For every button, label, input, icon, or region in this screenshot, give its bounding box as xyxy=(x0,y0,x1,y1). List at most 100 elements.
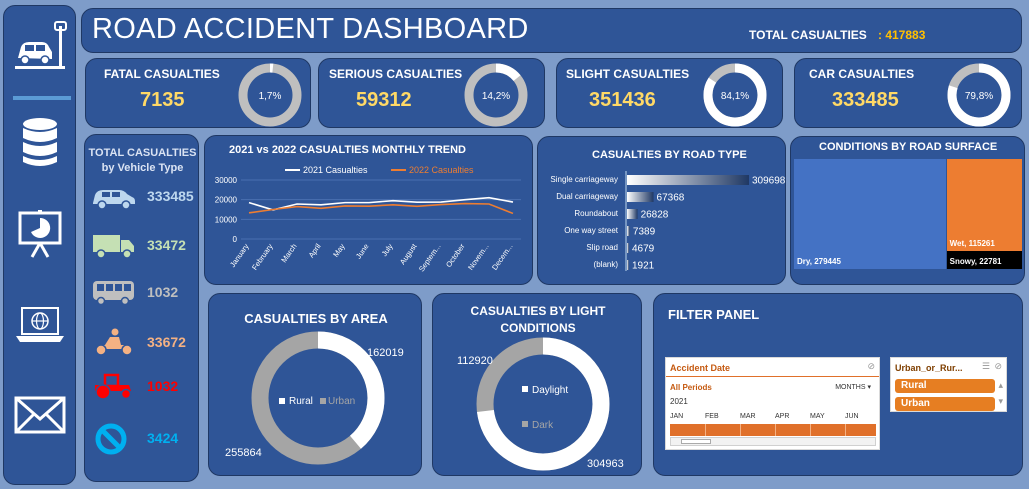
x-tick-label: May xyxy=(331,242,347,259)
y-tick-label: 10000 xyxy=(215,215,238,224)
month-label[interactable]: FEB xyxy=(705,413,719,420)
mail-icon[interactable] xyxy=(12,392,68,442)
timeline-scroll-thumb[interactable] xyxy=(681,439,711,444)
x-tick-label: July xyxy=(380,242,395,258)
bar-category-label: One way street xyxy=(564,226,619,235)
x-tick-label: February xyxy=(250,242,275,272)
kpi-value: 351436 xyxy=(589,89,656,111)
light-daylight-value: 304963 xyxy=(587,458,624,470)
light-donut: Daylight Dark 112920 304963 xyxy=(457,337,624,471)
road-surface-panel: CONDITIONS BY ROAD SURFACE Dry, 279445 W… xyxy=(790,136,1025,285)
vehicle-title-line1: TOTAL CASUALTIES xyxy=(88,147,197,159)
header: ROAD ACCIDENT DASHBOARD TOTAL CASUALTIES… xyxy=(81,8,1022,53)
bar xyxy=(627,226,630,236)
legend-rural: Rural xyxy=(289,396,313,407)
kpi-slight: SLIGHT CASUALTIES 351436 84,1% xyxy=(556,58,783,128)
chevron-up-icon[interactable]: ▴ xyxy=(998,380,1003,390)
bar xyxy=(627,175,749,185)
kpi-label: SERIOUS CASUALTIES xyxy=(329,67,463,81)
light-daylight-arc xyxy=(476,337,610,471)
legend-rural-swatch xyxy=(279,398,285,404)
bar xyxy=(627,260,629,270)
vehicle-title-line2: by Vehicle Type xyxy=(101,162,184,174)
kpi-donut: 14,2% xyxy=(464,63,528,127)
chevron-down-icon[interactable]: ▾ xyxy=(998,396,1003,406)
motorcycle-icon xyxy=(95,328,133,356)
vehicle-row-tractor: 1032 xyxy=(89,369,199,405)
bar-category-label: Single carriageway xyxy=(550,175,618,184)
kpi-label: SLIGHT CASUALTIES xyxy=(566,67,690,81)
vehicle-value: 1032 xyxy=(147,284,179,300)
trend-title: 2021 vs 2022 CASUALTIES MONTHLY TREND xyxy=(229,144,466,156)
slicer-option-rural[interactable]: Rural xyxy=(895,379,995,393)
legend-2022: 2022 Casualties xyxy=(409,165,474,175)
surface-tile-dry: Dry, 279445 xyxy=(794,159,946,269)
kpi-fatal: FATAL CASUALTIES 7135 1,7% xyxy=(85,58,311,128)
sidebar-active-indicator xyxy=(13,96,71,100)
kpi-pct: 14,2% xyxy=(482,91,510,102)
x-tick-label: October xyxy=(444,242,467,269)
month-label[interactable]: JUN xyxy=(845,413,859,420)
accident-date-slicer[interactable]: Accident Date ⊘ All Periods MONTHS ▾ 202… xyxy=(665,357,880,450)
slicer-option-urban[interactable]: Urban xyxy=(895,397,995,411)
month-label[interactable]: MAY xyxy=(810,413,825,420)
legend-daylight-swatch xyxy=(522,386,528,392)
legend-urban: Urban xyxy=(328,396,355,407)
timeline-range-bar[interactable] xyxy=(670,424,876,436)
light-title-line1: CASUALTIES BY LIGHT xyxy=(470,304,606,318)
kpi-label: CAR CASUALTIES xyxy=(809,67,915,81)
filter-panel: FILTER PANEL Accident Date ⊘ All Periods… xyxy=(653,293,1023,476)
road-type-chart: Single carriageway 309698 Dual carriageway… xyxy=(550,171,786,272)
month-label[interactable]: MAR xyxy=(740,413,756,420)
bus-icon xyxy=(93,281,134,306)
clear-filter-icon[interactable]: ⊘ xyxy=(867,361,875,371)
bar-value-label: 26828 xyxy=(641,210,669,221)
surface-label-snowy: Snowy, 22781 xyxy=(949,256,1002,266)
database-icon[interactable] xyxy=(12,116,68,166)
multi-select-icon[interactable]: ☰ xyxy=(981,361,990,371)
vehicle-value: 33672 xyxy=(147,334,186,350)
chevron-down-icon: ▾ xyxy=(867,384,871,391)
kpi-car: CAR CASUALTIES 333485 79,8% xyxy=(794,58,1022,128)
road-type-panel: CASUALTIES BY ROAD TYPE Single carriagew… xyxy=(537,136,786,285)
y-tick-label: 30000 xyxy=(215,176,238,185)
date-slicer-year: 2021 xyxy=(670,397,688,406)
urban-rural-slicer[interactable]: Urban_or_Rur... ☰ ⊘ Rural Urban ▴ ▾ xyxy=(890,357,1007,412)
date-slicer-mode[interactable]: MONTHS ▾ xyxy=(835,384,871,391)
prohibited-icon xyxy=(95,423,127,455)
legend-2021: 2021 Casualties xyxy=(303,165,368,175)
clear-filter-icon[interactable]: ⊘ xyxy=(994,361,1002,371)
vehicle-row-other: 3424 xyxy=(89,421,199,457)
light-title: CASUALTIES BY LIGHT CONDITIONS xyxy=(433,303,643,337)
bar xyxy=(627,243,629,253)
total-casualties-label: TOTAL CASUALTIES xyxy=(749,28,867,42)
timeline-scrollbar[interactable] xyxy=(670,437,876,446)
series-line-0 xyxy=(248,196,514,211)
area-donut: Rural Urban 162019 255864 xyxy=(225,331,404,465)
surface-title: CONDITIONS BY ROAD SURFACE xyxy=(819,141,998,153)
month-label[interactable]: APR xyxy=(775,413,790,420)
bar-value-label: 1921 xyxy=(632,261,655,272)
car-icon[interactable] xyxy=(12,20,68,70)
kpi-pct: 84,1% xyxy=(721,91,749,102)
kpi-donut-arc xyxy=(947,63,1011,127)
surface-tile-wet: Wet, 115261 xyxy=(946,159,1022,251)
x-tick-label: March xyxy=(279,242,298,264)
light-dark-value: 112920 xyxy=(457,355,493,367)
laptop-globe-icon[interactable] xyxy=(12,304,68,354)
kpi-donut-arc xyxy=(464,63,528,127)
presentation-icon[interactable] xyxy=(12,209,68,259)
kpi-pct: 79,8% xyxy=(965,91,993,102)
vehicle-row-car: 333485 xyxy=(89,179,199,215)
bar-value-label: 7389 xyxy=(633,227,656,238)
x-tick-label: January xyxy=(228,242,251,269)
kpi-donut: 1,7% xyxy=(238,63,302,127)
total-casualties-value: : 417883 xyxy=(878,28,926,42)
legend-urban-swatch xyxy=(320,398,326,404)
trend-chart: 2021 Casualties 2022 Casualties 0 10000 20… xyxy=(215,165,521,273)
area-rural-value: 162019 xyxy=(367,347,404,359)
month-label[interactable]: JAN xyxy=(670,413,684,420)
surface-label-dry: Dry, 279445 xyxy=(797,257,841,266)
vehicle-value: 3424 xyxy=(147,430,179,446)
area-slicer-header: Urban_or_Rur... xyxy=(895,363,963,373)
